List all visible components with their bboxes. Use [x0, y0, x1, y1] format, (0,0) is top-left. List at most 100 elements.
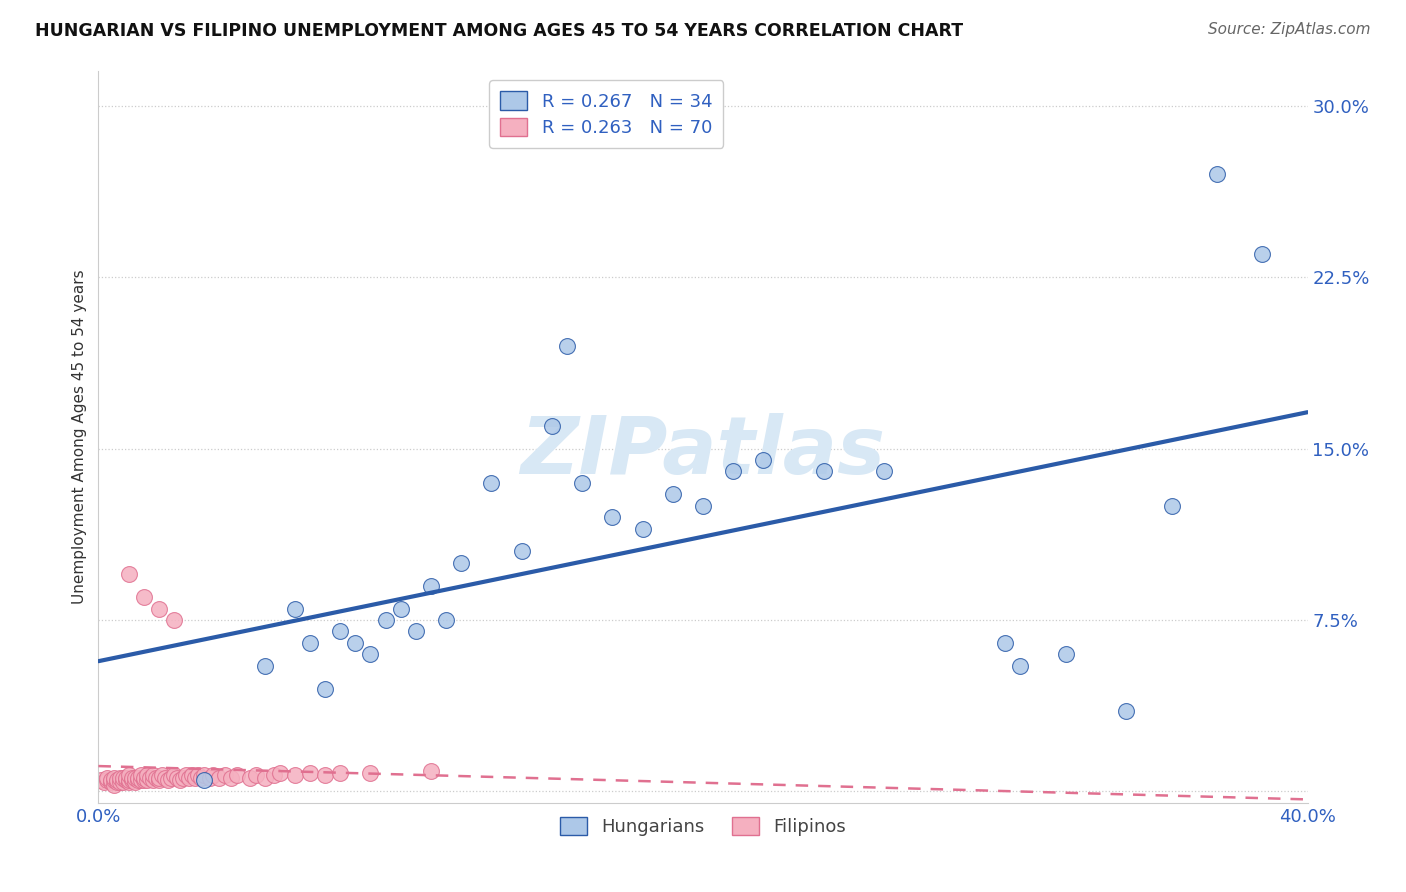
Point	[179, 771, 201, 785]
Point	[153, 771, 176, 785]
Point	[135, 768, 157, 782]
Point	[752, 453, 775, 467]
Point	[269, 766, 291, 780]
Point	[631, 521, 654, 535]
Point	[813, 464, 835, 478]
Point	[360, 766, 382, 780]
Point	[405, 624, 427, 639]
Point	[96, 771, 118, 785]
Point	[374, 613, 396, 627]
Point	[329, 766, 352, 780]
Point	[571, 475, 593, 490]
Point	[239, 771, 262, 785]
Point	[132, 771, 155, 785]
Point	[190, 771, 212, 785]
Point	[193, 772, 215, 787]
Point	[139, 771, 162, 785]
Legend: Hungarians, Filipinos: Hungarians, Filipinos	[551, 807, 855, 845]
Point	[253, 658, 276, 673]
Point	[226, 768, 249, 782]
Point	[208, 771, 231, 785]
Point	[314, 681, 336, 696]
Point	[202, 768, 225, 782]
Point	[187, 768, 209, 782]
Point	[100, 775, 122, 789]
Point	[253, 771, 276, 785]
Point	[221, 771, 243, 785]
Point	[602, 510, 624, 524]
Point	[299, 636, 322, 650]
Point	[450, 556, 472, 570]
Point	[148, 601, 170, 615]
Point	[124, 775, 146, 789]
Point	[344, 636, 367, 650]
Point	[148, 771, 170, 785]
Point	[692, 499, 714, 513]
Point	[105, 775, 128, 789]
Point	[299, 766, 322, 780]
Point	[314, 768, 336, 782]
Text: Source: ZipAtlas.com: Source: ZipAtlas.com	[1208, 22, 1371, 37]
Point	[118, 768, 141, 782]
Point	[135, 772, 157, 787]
Point	[100, 772, 122, 787]
Point	[150, 768, 173, 782]
Point	[103, 778, 125, 792]
Point	[108, 771, 131, 785]
Point	[132, 772, 155, 787]
Point	[420, 579, 443, 593]
Point	[121, 771, 143, 785]
Point	[481, 475, 503, 490]
Point	[873, 464, 896, 478]
Point	[148, 772, 170, 787]
Point	[723, 464, 745, 478]
Point	[111, 771, 134, 785]
Point	[124, 771, 146, 785]
Point	[118, 775, 141, 789]
Point	[661, 487, 683, 501]
Point	[172, 771, 194, 785]
Point	[108, 775, 131, 789]
Point	[174, 768, 197, 782]
Point	[434, 613, 457, 627]
Point	[129, 772, 152, 787]
Point	[103, 772, 125, 787]
Point	[114, 771, 136, 785]
Point	[163, 613, 186, 627]
Point	[263, 768, 285, 782]
Text: ZIPatlas: ZIPatlas	[520, 413, 886, 491]
Point	[510, 544, 533, 558]
Point	[96, 772, 118, 787]
Point	[129, 768, 152, 782]
Point	[114, 772, 136, 787]
Point	[118, 772, 141, 787]
Point	[193, 768, 215, 782]
Y-axis label: Unemployment Among Ages 45 to 54 years: Unemployment Among Ages 45 to 54 years	[72, 269, 87, 605]
Point	[156, 772, 179, 787]
Point	[142, 772, 165, 787]
Point	[163, 768, 186, 782]
Point	[127, 771, 149, 785]
Point	[1010, 658, 1032, 673]
Point	[245, 768, 267, 782]
Point	[127, 772, 149, 787]
Point	[555, 339, 578, 353]
Point	[1206, 167, 1229, 181]
Point	[118, 567, 141, 582]
Point	[181, 768, 204, 782]
Point	[145, 771, 167, 785]
Point	[90, 772, 112, 787]
Point	[111, 775, 134, 789]
Point	[105, 772, 128, 787]
Point	[1160, 499, 1182, 513]
Point	[160, 771, 183, 785]
Point	[284, 768, 307, 782]
Point	[200, 771, 222, 785]
Point	[142, 768, 165, 782]
Point	[184, 771, 207, 785]
Point	[1115, 705, 1137, 719]
Point	[420, 764, 443, 778]
Point	[93, 775, 115, 789]
Point	[329, 624, 352, 639]
Point	[166, 771, 188, 785]
